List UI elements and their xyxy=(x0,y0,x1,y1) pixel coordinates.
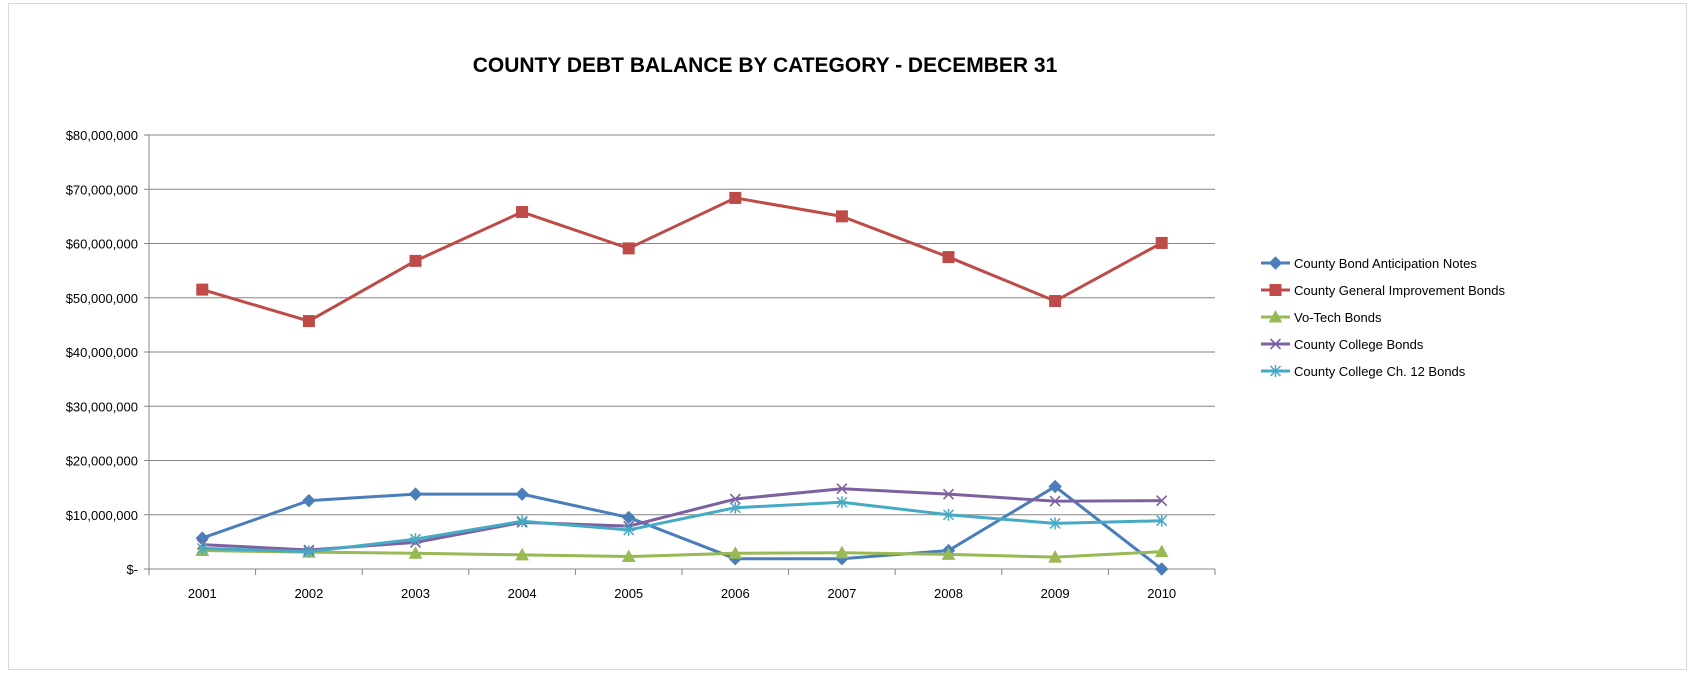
legend-item: County College Bonds xyxy=(1261,337,1424,352)
x-tick-label: 2001 xyxy=(188,586,217,601)
data-point xyxy=(1154,544,1169,558)
legend-label: County College Bonds xyxy=(1294,337,1424,352)
x-tick-label: 2008 xyxy=(934,586,963,601)
legend-item: County Bond Anticipation Notes xyxy=(1261,256,1477,271)
data-point xyxy=(942,488,955,500)
series-county-college-ch-12-bonds xyxy=(196,496,1168,558)
x-tick-label: 2002 xyxy=(294,586,323,601)
data-point xyxy=(196,283,209,296)
data-point xyxy=(1269,365,1282,377)
data-point xyxy=(623,523,635,536)
data-point xyxy=(1048,550,1062,563)
data-point xyxy=(409,533,422,546)
x-tick-label: 2005 xyxy=(614,586,643,601)
data-point xyxy=(942,251,955,264)
data-point xyxy=(1049,495,1061,507)
data-point xyxy=(408,546,423,559)
x-tick-label: 2007 xyxy=(827,586,856,601)
data-point xyxy=(1269,338,1282,350)
x-tick-label: 2010 xyxy=(1147,586,1176,601)
data-point xyxy=(1049,517,1061,530)
series-county-bond-anticipation-notes xyxy=(195,479,1169,576)
data-point xyxy=(836,483,848,495)
data-point xyxy=(728,546,743,559)
data-point xyxy=(1154,562,1169,576)
data-point xyxy=(302,493,316,508)
data-point xyxy=(1048,479,1062,494)
series-line xyxy=(201,196,1163,323)
y-tick-label: $20,000,000 xyxy=(66,454,138,469)
y-tick-label: $30,000,000 xyxy=(66,399,138,414)
data-point xyxy=(196,542,208,555)
data-point xyxy=(1268,256,1283,270)
data-point xyxy=(1268,309,1283,323)
legend-label: County College Ch. 12 Bonds xyxy=(1294,364,1466,379)
y-tick-label: $50,000,000 xyxy=(66,291,138,306)
y-tick-label: $80,000,000 xyxy=(66,128,138,143)
data-point xyxy=(195,531,210,545)
data-point xyxy=(1269,284,1282,296)
data-point xyxy=(836,496,848,509)
x-tick-label: 2009 xyxy=(1041,586,1070,601)
data-point xyxy=(1156,514,1168,527)
data-point xyxy=(408,487,423,501)
y-tick-label: $40,000,000 xyxy=(66,345,138,360)
legend-item: County General Improvement Bonds xyxy=(1261,283,1505,298)
x-tick-label: 2004 xyxy=(508,586,537,601)
y-tick-label: $10,000,000 xyxy=(66,508,138,523)
series-line xyxy=(202,500,1162,554)
data-point xyxy=(409,254,422,267)
data-point xyxy=(835,210,848,223)
legend-label: Vo-Tech Bonds xyxy=(1294,310,1382,325)
data-point xyxy=(621,549,636,563)
y-tick-label: $- xyxy=(126,562,138,577)
data-point xyxy=(1049,295,1062,308)
data-point xyxy=(1155,236,1168,249)
legend-item: Vo-Tech Bonds xyxy=(1261,309,1382,325)
series-county-general-improvement-bonds xyxy=(196,191,1168,328)
line-chart: COUNTY DEBT BALANCE BY CATEGORY - DECEMB… xyxy=(66,54,1506,601)
series-line xyxy=(202,549,1162,559)
data-point xyxy=(942,508,955,521)
data-point xyxy=(516,206,529,219)
data-point xyxy=(729,493,741,505)
data-point xyxy=(729,501,741,514)
legend-label: County Bond Anticipation Notes xyxy=(1294,256,1477,271)
data-point xyxy=(515,487,529,501)
data-point xyxy=(941,547,956,560)
data-point xyxy=(729,191,742,204)
data-point xyxy=(622,242,635,255)
x-tick-label: 2003 xyxy=(401,586,430,601)
data-point xyxy=(303,545,315,558)
data-point xyxy=(835,545,849,559)
data-point xyxy=(621,510,636,525)
data-point xyxy=(1156,495,1168,507)
data-point xyxy=(516,515,528,528)
x-tick-label: 2006 xyxy=(721,586,750,601)
chart-area: COUNTY DEBT BALANCE BY CATEGORY - DECEMB… xyxy=(8,3,1687,670)
y-tick-label: $60,000,000 xyxy=(66,237,138,252)
data-point xyxy=(515,547,529,561)
y-tick-label: $70,000,000 xyxy=(66,182,138,197)
data-point xyxy=(302,315,315,328)
chart-title: COUNTY DEBT BALANCE BY CATEGORY - DECEMB… xyxy=(473,54,1058,77)
legend-label: County General Improvement Bonds xyxy=(1294,283,1505,298)
legend-item: County College Ch. 12 Bonds xyxy=(1261,364,1466,379)
